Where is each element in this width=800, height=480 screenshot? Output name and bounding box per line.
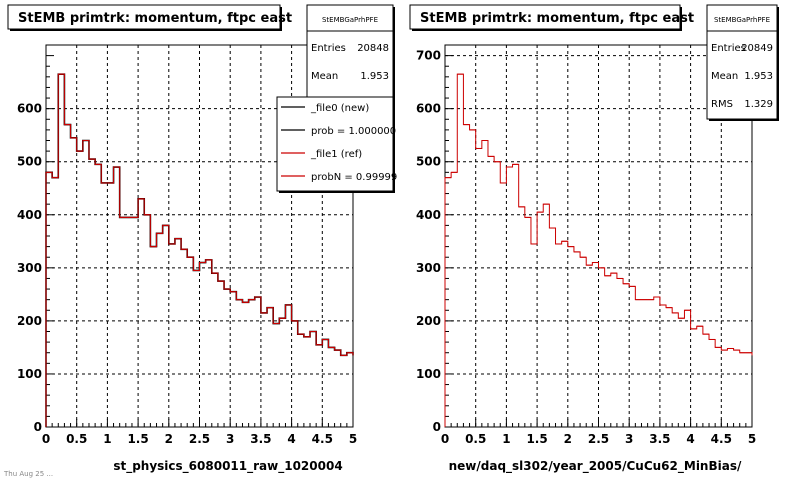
stats-value: 1.329 — [744, 99, 773, 110]
stats-name: StEMBGaPrhPFE — [714, 16, 770, 24]
stats-label: RMS — [711, 99, 733, 110]
x-axis-label: new/daq_sl302/year_2005/CuCu62_MinBias/ — [449, 459, 742, 474]
stats-value: 1.953 — [744, 71, 773, 82]
x-tick-label: 2 — [564, 432, 572, 446]
x-tick-label: 1 — [103, 432, 111, 446]
stats-name: StEMBGaPrhPFE — [322, 16, 378, 24]
y-tick-label: 600 — [416, 102, 441, 116]
x-tick-label: 4 — [287, 432, 295, 446]
x-axis-label: st_physics_6080011_raw_1020004 — [113, 459, 342, 474]
y-tick-label: 600 — [17, 102, 42, 116]
y-tick-label: 400 — [416, 208, 441, 222]
stats-value: 20849 — [741, 43, 773, 54]
legend-box — [276, 96, 394, 192]
stats-value: 1.953 — [360, 71, 389, 82]
stats-label: Entries — [711, 43, 746, 54]
x-tick-label: 3.5 — [649, 432, 670, 446]
x-tick-label: 5 — [748, 432, 756, 446]
title-box — [7, 4, 281, 30]
stats-box — [706, 4, 778, 120]
x-tick-label: 0 — [441, 432, 449, 446]
chart-title: StEMB primtrk: momentum, ftpc east — [420, 11, 694, 26]
legend-entry: prob = 1.000000 — [311, 126, 396, 137]
y-tick-label: 700 — [416, 49, 441, 63]
x-tick-label: 2 — [165, 432, 173, 446]
x-tick-label: 0.5 — [66, 432, 87, 446]
y-tick-label: 100 — [17, 367, 42, 381]
y-tick-label: 0 — [433, 420, 441, 434]
legend-entry: _file1 (ref) — [310, 149, 362, 160]
y-tick-label: 500 — [17, 155, 42, 169]
stats-label: Entries — [311, 43, 346, 54]
y-tick-label: 400 — [17, 208, 42, 222]
y-tick-label: 200 — [416, 314, 441, 328]
x-tick-label: 5 — [349, 432, 357, 446]
y-tick-label: 300 — [416, 261, 441, 275]
legend-entry: _file0 (new) — [310, 103, 369, 114]
x-tick-label: 0.5 — [465, 432, 486, 446]
x-tick-label: 3 — [625, 432, 633, 446]
y-tick-label: 300 — [17, 261, 42, 275]
x-tick-label: 1.5 — [127, 432, 148, 446]
y-tick-label: 100 — [416, 367, 441, 381]
right-histogram-panel: 0 0.5 1 1.5 2 2.5 3 3.5 4 4.5 5 0 100 200 300 400 500 600… — [409, 4, 779, 474]
x-tick-label: 4.5 — [711, 432, 732, 446]
x-tick-label: 2.5 — [588, 432, 609, 446]
y-tick-label: 0 — [34, 420, 42, 434]
y-tick-label: 500 — [416, 155, 441, 169]
chart-title: StEMB primtrk: momentum, ftpc east — [18, 11, 292, 26]
y-tick-label: 200 — [17, 314, 42, 328]
x-tick-label: 4 — [686, 432, 694, 446]
stats-label: Mean — [711, 71, 738, 82]
stats-value: 20848 — [357, 43, 389, 54]
x-tick-label: 3.5 — [250, 432, 271, 446]
stats-box — [306, 4, 394, 98]
legend-entry: probN = 0.99999 — [311, 172, 397, 183]
left-histogram-panel: 0 0.5 1 1.5 2 2.5 3 3.5 4 4.5 5 0 100 200 300 400 500 600… — [7, 4, 397, 474]
x-tick-label: 1 — [502, 432, 510, 446]
footer-text: Thu Aug 25 ... — [3, 470, 53, 478]
x-tick-label: 0 — [42, 432, 50, 446]
x-tick-label: 2.5 — [189, 432, 210, 446]
stats-label: Mean — [311, 71, 338, 82]
x-tick-label: 1.5 — [526, 432, 547, 446]
title-box — [409, 4, 681, 30]
x-tick-label: 3 — [226, 432, 234, 446]
x-tick-label: 4.5 — [312, 432, 333, 446]
